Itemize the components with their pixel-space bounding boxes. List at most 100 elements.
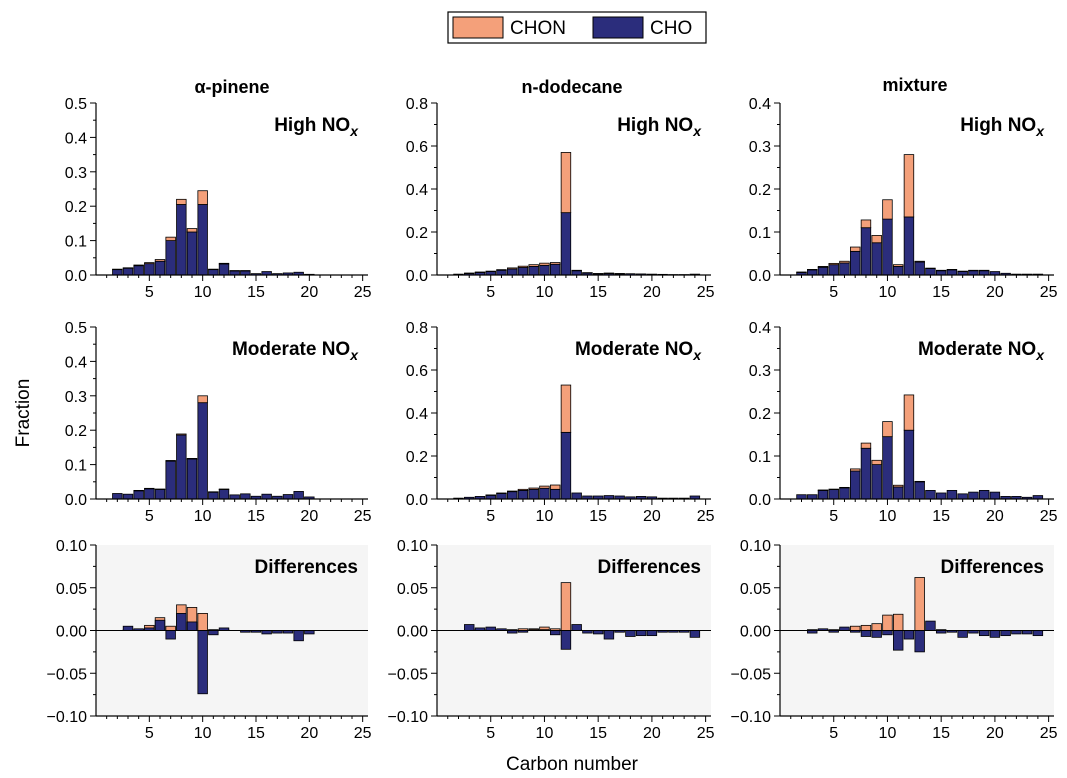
bar-chon	[549, 262, 561, 265]
panel-n-dodecane-high: 0.0 0.2 0.4 0.6 0.8 5 10 15 20 25 High NOx	[406, 96, 715, 301]
bar-cho	[176, 204, 187, 276]
bar-cho	[154, 260, 166, 276]
legend-swatch-chon	[452, 16, 504, 39]
bar-cho	[218, 263, 230, 276]
bar-chon	[892, 613, 904, 631]
x-tick-label: 15	[247, 284, 265, 301]
x-tick-label: 5	[486, 725, 495, 742]
bar-chon	[560, 152, 572, 214]
bar-cho	[517, 267, 529, 276]
bar-cho	[968, 491, 979, 500]
bar-cho	[1032, 630, 1044, 637]
bar-cho	[796, 494, 807, 500]
y-tick-label: 0.2	[749, 406, 771, 423]
bar-cho	[571, 492, 582, 500]
bar-cho	[304, 630, 315, 635]
bar-chon	[850, 246, 861, 252]
y-tick-label: 0.1	[65, 234, 87, 251]
x-tick-label: 20	[986, 725, 1004, 742]
bar-cho	[122, 267, 134, 276]
panel-condition-label: High NOx	[617, 115, 702, 139]
bar-cho	[689, 630, 701, 638]
bar-chon	[882, 614, 893, 631]
bar-chon	[208, 268, 219, 271]
bar-chon	[218, 262, 230, 265]
bar-cho	[549, 630, 561, 636]
bar-chon	[539, 262, 550, 266]
bar-cho	[122, 493, 134, 500]
panel-condition-label: Moderate NOx	[918, 339, 1045, 363]
bar-cho	[1011, 630, 1022, 635]
bar-chon	[860, 219, 872, 229]
y-tick-label: −0.10	[731, 709, 772, 726]
legend-label-cho: CHO	[650, 18, 692, 39]
bar-chon	[165, 460, 176, 462]
bar-cho	[946, 269, 958, 276]
bar-chon	[817, 489, 829, 491]
bar-cho	[186, 231, 198, 276]
bar-chon	[549, 484, 561, 490]
y-tick-label: 0.10	[397, 538, 428, 555]
y-tick-label: 0.05	[397, 581, 428, 598]
bar-cho	[925, 620, 936, 631]
y-tick-label: 0.05	[740, 581, 771, 598]
bar-cho	[903, 216, 915, 276]
bar-chon	[176, 198, 187, 205]
y-tick-label: 0.3	[65, 165, 87, 182]
bar-chon	[112, 268, 123, 271]
bar-cho	[828, 489, 839, 500]
y-tick-label: 0.2	[406, 225, 428, 242]
bar-chon	[496, 269, 507, 271]
y-tick-label: 0.5	[65, 96, 87, 113]
y-tick-label: 0.1	[749, 225, 771, 242]
bar-cho	[496, 269, 507, 276]
panel-n-dodecane-diff: −0.10 −0.05 0.00 0.05 0.10 5 10 15 20 25 Differenc…	[388, 538, 715, 742]
panel-condition-label: Differences	[941, 557, 1045, 578]
bar-chon	[218, 488, 230, 490]
bar-cho	[957, 630, 968, 638]
bar-cho	[112, 269, 123, 276]
bar-cho	[914, 261, 925, 276]
y-tick-label: 0.8	[406, 320, 428, 337]
bar-chon	[935, 269, 947, 272]
panel-mixture-moderate: 0.0 0.1 0.2 0.3 0.4 5 10 15 20 25 Moderate NOx	[749, 320, 1058, 525]
x-tick-label: 15	[932, 284, 950, 301]
bar-chon	[528, 487, 539, 490]
bar-cho	[860, 447, 872, 500]
bar-cho	[186, 621, 198, 631]
bar-cho	[925, 489, 936, 500]
y-tick-label: 0.0	[749, 492, 771, 509]
bar-cho	[165, 630, 176, 640]
x-tick-label: 25	[354, 725, 372, 742]
panel-condition-label: Differences	[598, 557, 702, 578]
bar-cho	[112, 493, 123, 500]
bar-cho	[957, 493, 968, 500]
bar-cho	[860, 227, 872, 276]
bar-cho	[871, 242, 882, 276]
x-tick-label: 5	[829, 725, 838, 742]
bar-cho	[892, 486, 904, 500]
x-tick-label: 10	[536, 284, 554, 301]
bar-chon	[560, 582, 572, 631]
bar-cho	[903, 429, 915, 500]
bar-chon	[197, 190, 208, 205]
y-tick-label: −0.05	[731, 666, 772, 683]
x-tick-label: 5	[486, 284, 495, 301]
bar-chon	[144, 487, 155, 490]
x-tick-label: 25	[697, 284, 715, 301]
y-tick-label: 0.3	[749, 139, 771, 156]
bar-chon	[860, 442, 872, 449]
bar-cho	[807, 494, 818, 500]
panel-condition-label: Moderate NOx	[232, 339, 359, 363]
bar-chon	[582, 272, 593, 274]
bar-cho	[1021, 630, 1033, 635]
bar-chon	[133, 489, 144, 492]
bar-chon	[507, 490, 518, 493]
bar-chon	[860, 624, 872, 631]
bar-cho	[154, 488, 166, 500]
bar-chon	[839, 260, 850, 264]
bar-chon	[144, 262, 155, 265]
y-tick-label: 0.5	[65, 320, 87, 337]
y-tick-label: 0.1	[65, 458, 87, 475]
